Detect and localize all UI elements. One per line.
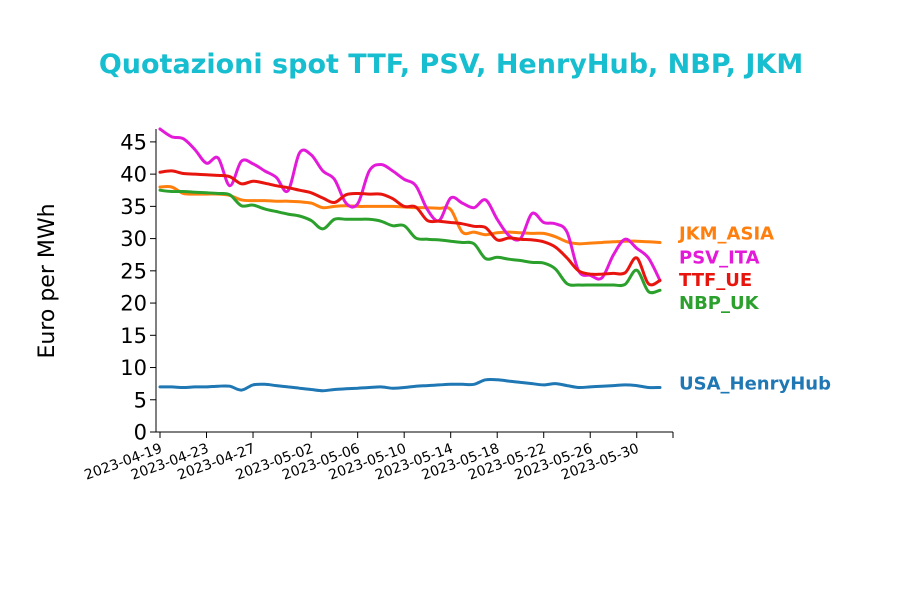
series-label-jkm_asia: JKM_ASIA — [677, 223, 774, 244]
y-tick-label: 10 — [120, 356, 147, 380]
y-tick-label: 40 — [120, 163, 147, 187]
series-label-psv_ita: PSV_ITA — [679, 247, 760, 268]
y-tick-label: 35 — [120, 195, 147, 219]
y-axis-label: Euro per MWh — [35, 203, 60, 358]
x-ticks: 2023-04-192023-04-232023-04-272023-05-02… — [82, 432, 674, 484]
series-line-nbp_uk — [158, 188, 662, 295]
y-tick-label: 20 — [120, 292, 147, 316]
y-tick-label: 0 — [134, 421, 147, 445]
chart-title: Quotazioni spot TTF, PSV, HenryHub, NBP,… — [99, 49, 803, 80]
series-label-usa_henryhub: USA_HenryHub — [679, 374, 831, 395]
series-line-jkm_asia — [158, 185, 662, 246]
y-tick-label: 30 — [120, 227, 147, 251]
y-tick-label: 5 — [134, 388, 147, 412]
y-tick-label: 45 — [120, 130, 147, 154]
series-lines — [158, 127, 662, 393]
series-line-psv_ita — [158, 127, 662, 282]
series-label-nbp_uk: NBP_UK — [679, 293, 760, 314]
y-tick-label: 25 — [120, 259, 147, 283]
y-tick-label: 15 — [120, 324, 147, 348]
y-ticks: 0 5 10 15 20 25 30 35 40 45 — [120, 130, 156, 445]
axes — [155, 129, 673, 433]
series-label-ttf_ue: TTF_UE — [679, 270, 752, 291]
series-line-ttf_ue — [158, 169, 662, 287]
series-line-usa_henryhub — [158, 377, 662, 393]
